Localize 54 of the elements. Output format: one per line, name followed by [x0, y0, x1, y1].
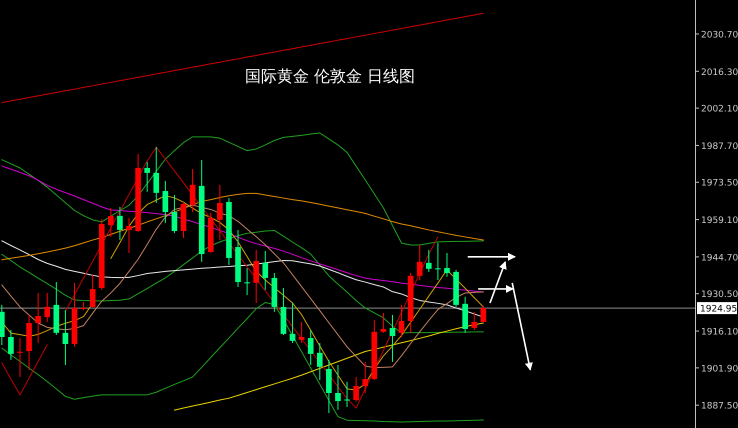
y-tick-label: 1930.50 — [701, 290, 738, 300]
y-tick-label: 1916.10 — [701, 328, 738, 338]
line-series — [1, 302, 484, 423]
y-tick-label: 1901.90 — [701, 364, 738, 374]
line-series — [1, 165, 484, 292]
y-tick-label: 1887.50 — [701, 402, 738, 412]
candlestick — [308, 330, 314, 366]
candlestick — [17, 338, 23, 378]
y-tick-label: 2030.70 — [701, 30, 738, 40]
candlestick — [362, 361, 368, 394]
candlestick — [8, 330, 14, 360]
candlestick — [380, 312, 386, 334]
candlestick — [144, 162, 150, 192]
y-tick-label: 1973.50 — [701, 178, 738, 189]
line-series — [1, 132, 484, 246]
candlestick — [244, 268, 250, 296]
candlestick — [162, 180, 168, 224]
candlestick — [172, 194, 178, 234]
y-tick-label: 2002.10 — [701, 104, 738, 115]
candlestick — [353, 376, 359, 402]
candlestick — [480, 305, 486, 322]
candlestick — [108, 207, 114, 238]
line-series — [1, 230, 484, 334]
y-tick-label: 1987.70 — [701, 142, 738, 152]
candlestick — [390, 314, 396, 362]
candlestick — [290, 302, 296, 344]
candlestick — [316, 342, 323, 381]
line-series — [1, 12, 484, 104]
candlestick — [426, 249, 432, 272]
candlestick — [190, 168, 196, 213]
candlestick — [117, 206, 123, 241]
candlestick — [262, 250, 268, 290]
candlestick — [44, 292, 50, 322]
candlestick — [153, 146, 160, 204]
ref-line-label: 1924.95 — [700, 304, 738, 315]
candlestick — [335, 364, 341, 410]
candlestick — [471, 311, 478, 331]
line-series — [174, 322, 484, 411]
candlestick — [62, 310, 68, 366]
y-tick-label: 1959.10 — [701, 216, 738, 226]
candlestick — [444, 252, 450, 278]
text: 国际黄金 伦敦金 日线图 — [245, 66, 416, 86]
candlestick — [435, 242, 441, 280]
candlestick — [398, 304, 404, 338]
candlestick — [416, 244, 423, 280]
candlestick — [344, 381, 350, 408]
candlestick — [253, 249, 260, 304]
y-tick-label: 2016.30 — [701, 68, 738, 78]
candlestick — [298, 321, 304, 344]
y-tick-label: 1944.70 — [701, 253, 738, 264]
candlestick — [90, 274, 96, 308]
candlestick — [126, 218, 132, 254]
candlestick — [217, 184, 223, 241]
candlestick — [35, 292, 41, 344]
